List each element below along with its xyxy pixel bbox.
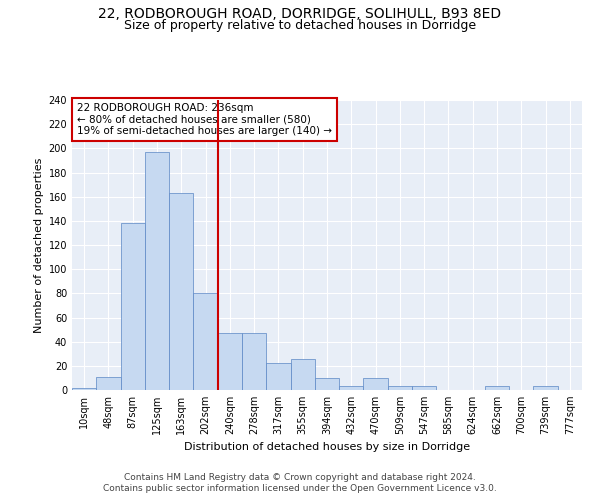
Bar <box>533 386 558 390</box>
Text: Contains HM Land Registry data © Crown copyright and database right 2024.: Contains HM Land Registry data © Crown c… <box>124 472 476 482</box>
Text: 22, RODBOROUGH ROAD, DORRIDGE, SOLIHULL, B93 8ED: 22, RODBOROUGH ROAD, DORRIDGE, SOLIHULL,… <box>98 8 502 22</box>
Text: Contains public sector information licensed under the Open Government Licence v3: Contains public sector information licen… <box>103 484 497 493</box>
Bar <box>218 333 242 390</box>
Bar <box>193 294 218 390</box>
Bar <box>412 386 436 390</box>
Bar <box>364 378 388 390</box>
Text: Size of property relative to detached houses in Dorridge: Size of property relative to detached ho… <box>124 18 476 32</box>
Bar <box>290 358 315 390</box>
Y-axis label: Number of detached properties: Number of detached properties <box>34 158 44 332</box>
Bar <box>485 386 509 390</box>
Bar <box>72 388 96 390</box>
Bar <box>96 376 121 390</box>
Bar <box>315 378 339 390</box>
Bar <box>388 386 412 390</box>
Bar <box>145 152 169 390</box>
Bar <box>266 364 290 390</box>
Bar <box>169 193 193 390</box>
Text: Distribution of detached houses by size in Dorridge: Distribution of detached houses by size … <box>184 442 470 452</box>
Bar <box>242 333 266 390</box>
Text: 22 RODBOROUGH ROAD: 236sqm
← 80% of detached houses are smaller (580)
19% of sem: 22 RODBOROUGH ROAD: 236sqm ← 80% of deta… <box>77 103 332 136</box>
Bar <box>121 223 145 390</box>
Bar <box>339 386 364 390</box>
